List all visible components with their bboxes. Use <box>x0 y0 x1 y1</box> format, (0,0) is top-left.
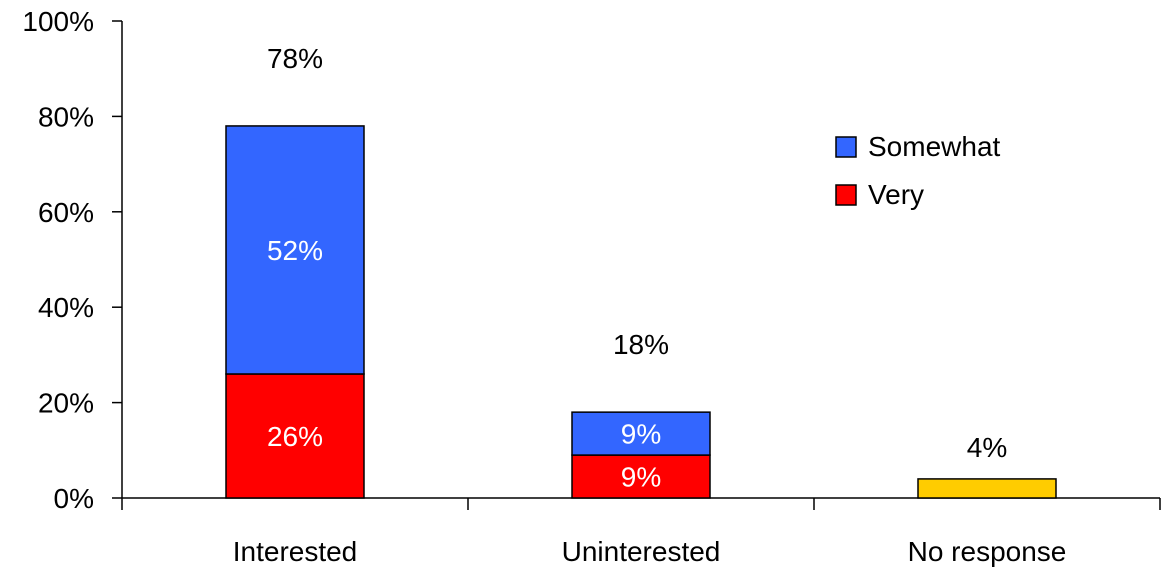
y-axis: 0% 20% 40% 60% 80% 100% <box>22 6 123 514</box>
x-category-label: No response <box>908 536 1067 567</box>
y-tick-label: 20% <box>38 388 94 419</box>
bar-segment <box>225 125 365 375</box>
x-category-label: Interested <box>233 536 358 567</box>
bar-total-label: 4% <box>967 432 1007 463</box>
bars: 26% 52% 78% 9% 9% 18% 4% <box>225 43 1057 499</box>
y-tick-label: 60% <box>38 197 94 228</box>
y-tick-label: 0% <box>54 483 94 514</box>
legend-swatch <box>835 136 857 158</box>
bar-segment-label: 9% <box>621 462 661 493</box>
legend-swatch <box>835 184 857 206</box>
legend: Somewhat Very <box>835 131 1001 210</box>
legend-label: Somewhat <box>868 131 1001 162</box>
x-axis: Interested Uninterested No response <box>121 497 1161 567</box>
x-category-label: Uninterested <box>562 536 721 567</box>
bar-segment-label: 26% <box>267 421 323 452</box>
bar-segment <box>917 478 1057 499</box>
legend-label: Very <box>868 179 924 210</box>
bar-segment-label: 9% <box>621 419 661 450</box>
y-tick-label: 100% <box>22 6 94 37</box>
bar-total-label: 78% <box>267 43 323 74</box>
bar-segment <box>571 411 711 456</box>
bar-segment <box>225 373 365 499</box>
bar-total-label: 18% <box>613 329 669 360</box>
y-tick-label: 80% <box>38 101 94 132</box>
y-tick-label: 40% <box>38 292 94 323</box>
bar-segment-label: 52% <box>267 235 323 266</box>
